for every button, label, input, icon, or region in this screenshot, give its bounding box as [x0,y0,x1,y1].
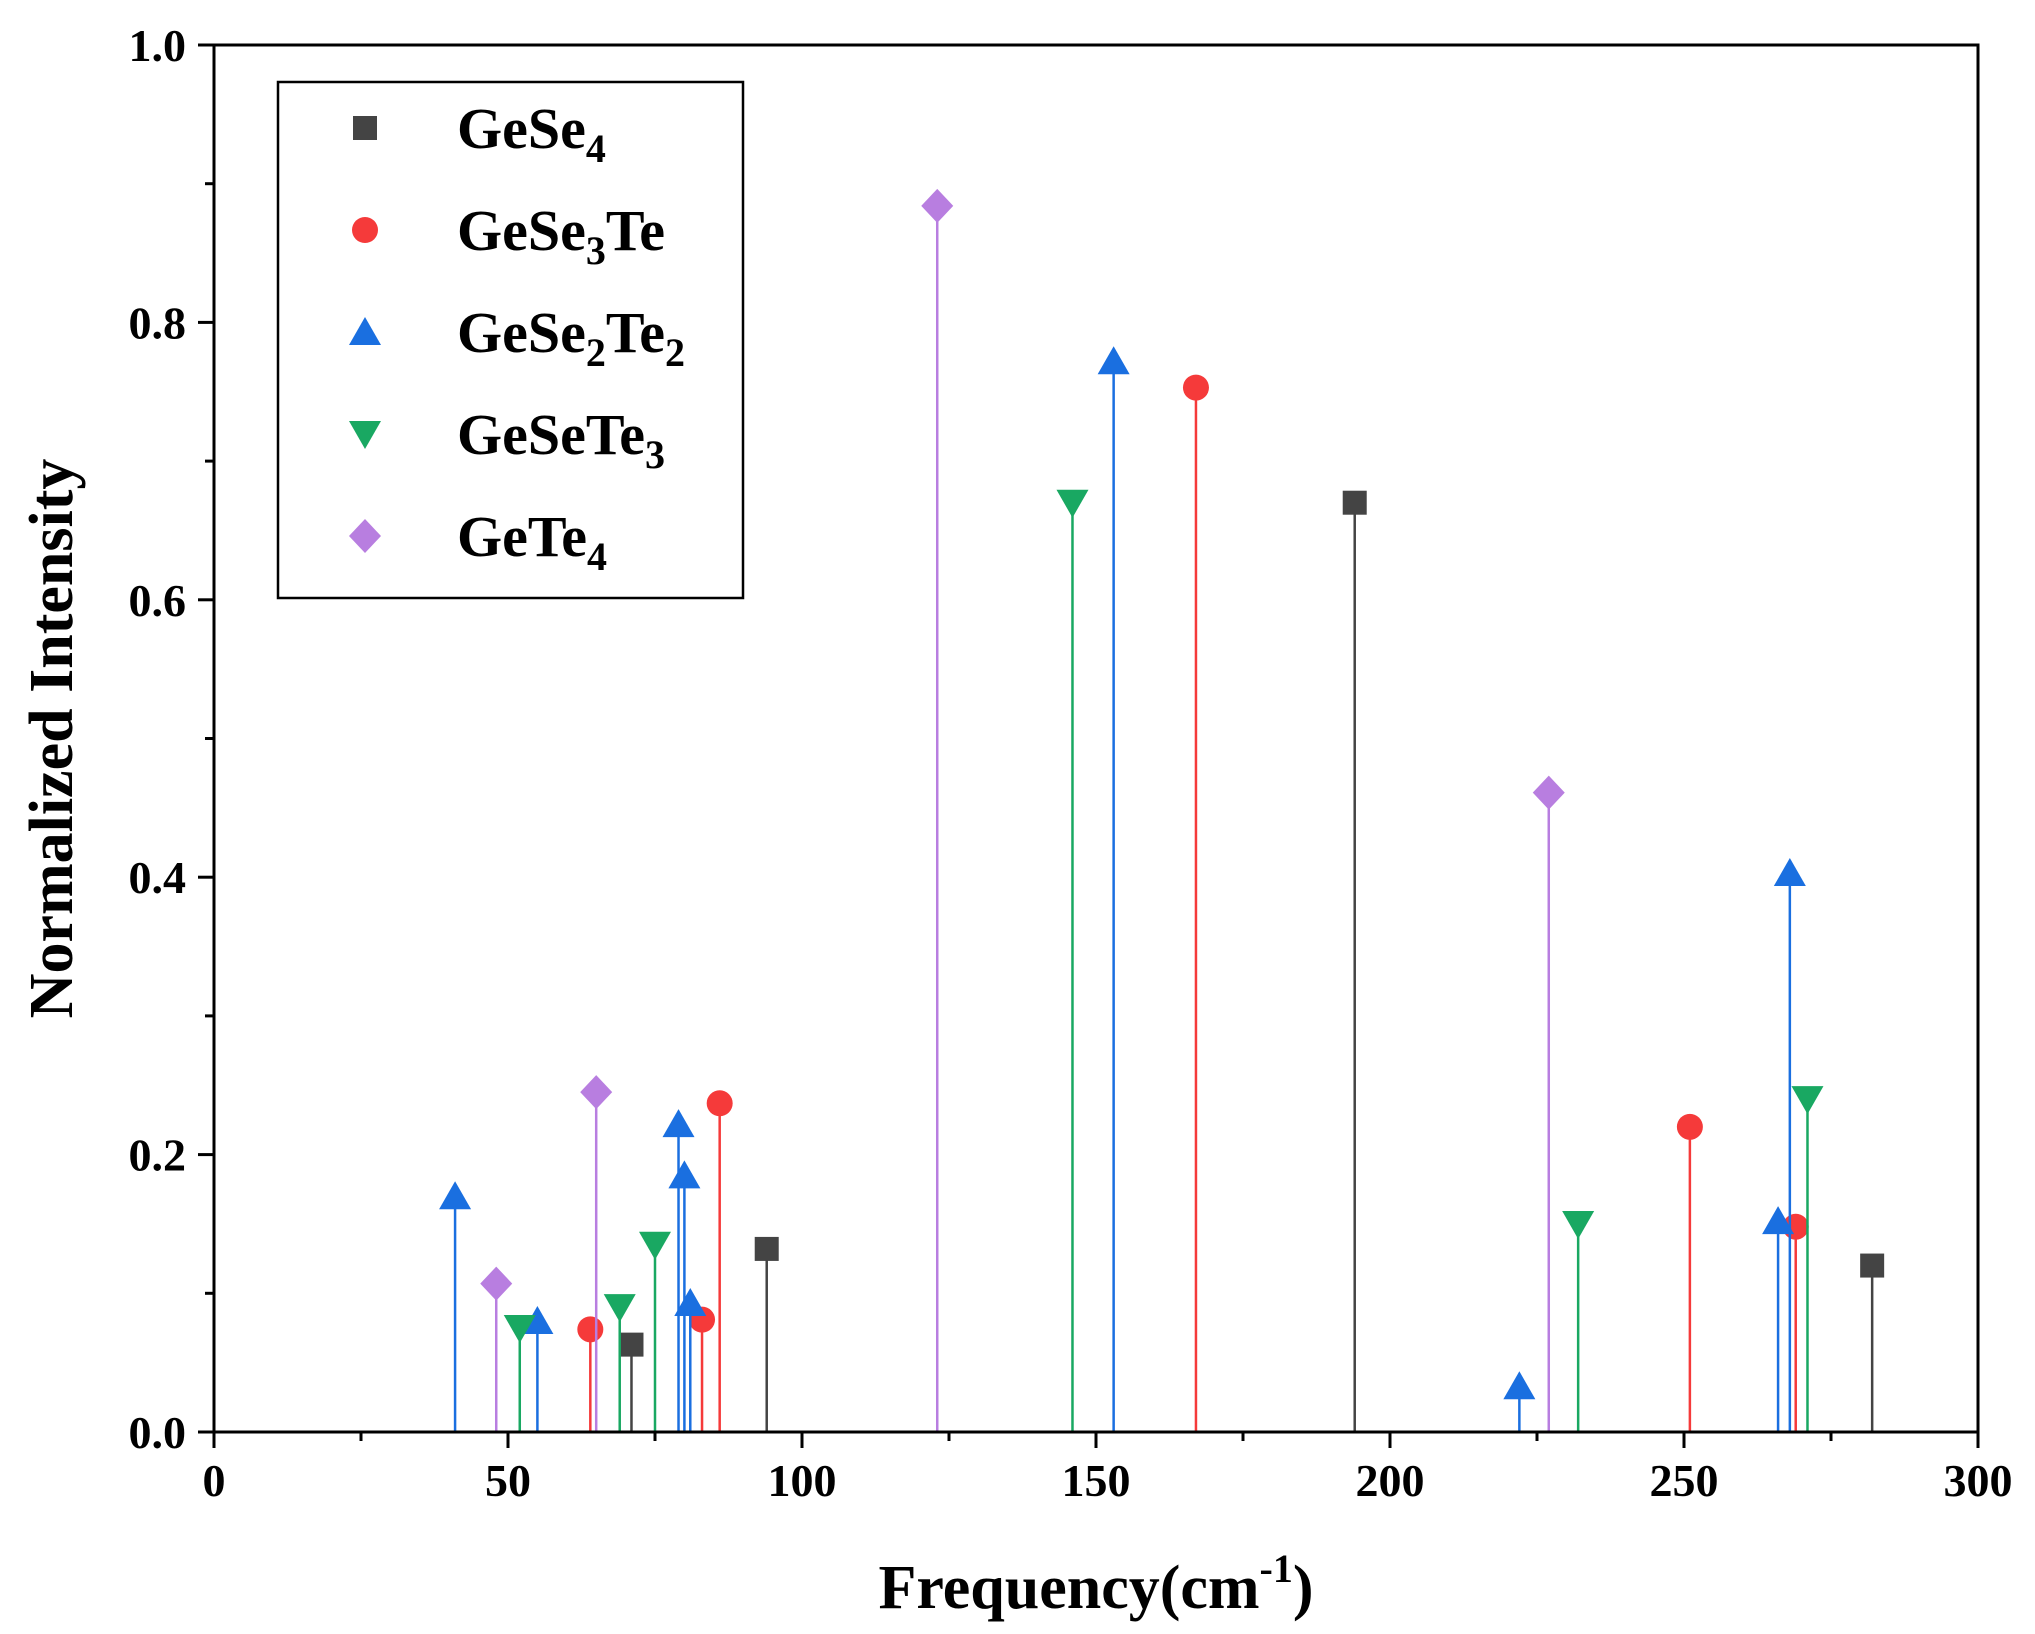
x-axis-title-end: ) [1293,1554,1314,1622]
marker-gese4 [1342,490,1367,515]
marker-gese3te [577,1316,604,1343]
x-tick-label: 50 [485,1455,531,1506]
y-tick-label: 0.0 [129,1407,187,1458]
y-tick-label: 0.4 [129,852,187,903]
marker-gesete3 [603,1294,636,1323]
legend-marker-gese2te2 [349,317,381,345]
x-axis-title: Frequency(cm-1) [878,1546,1313,1622]
y-tick-label: 0.8 [129,297,187,348]
marker-gese3te [1182,374,1209,401]
legend-label-gesete3: GeSeTe3 [457,402,665,477]
y-tick-label: 0.2 [129,1130,187,1181]
x-tick-label: 200 [1356,1455,1425,1506]
marker-gese2te2 [439,1181,472,1210]
marker-gese4 [1860,1253,1885,1278]
marker-gese4 [754,1236,779,1261]
marker-gesete3 [1562,1210,1595,1239]
x-tick-label: 300 [1944,1455,2013,1506]
marker-gesete3 [639,1231,671,1260]
marker-gete4 [1532,775,1565,810]
plot-area [439,188,1885,1432]
legend: GeSe4 GeSe3Te GeSe2Te2 GeSeTe3 GeTe4 [276,80,745,600]
x-axis-title-sup: -1 [1260,1546,1293,1591]
marker-gese2te2 [668,1160,701,1189]
legend-marker-gese3te [352,217,378,243]
legend-label-gese4: GeSe4 [457,96,606,171]
y-tick-label: 0.6 [129,575,187,626]
x-tick-label: 100 [768,1455,837,1506]
x-axis-title-main: Frequency(cm [878,1554,1259,1622]
legend-label-gese2te2: GeSe2Te2 [457,300,685,375]
y-tick-label: 1.0 [129,20,187,71]
marker-gese3te [1676,1113,1703,1140]
marker-gese4 [619,1332,644,1357]
marker-gete4 [480,1266,513,1301]
series-gese3te [577,374,1809,1432]
marker-gese3te [706,1090,733,1117]
x-tick-label: 150 [1062,1455,1131,1506]
marker-gese2te2 [1503,1371,1536,1400]
marker-gese2te2 [1762,1206,1795,1235]
legend-label-gete4: GeTe4 [457,504,607,579]
x-tick-label: 250 [1650,1455,1719,1506]
x-tick-label: 0 [203,1455,226,1506]
marker-gete4 [580,1075,613,1110]
series-gesete3 [503,489,1824,1432]
marker-gese2te2 [674,1288,707,1317]
axes: 0 50 100 150 200 250 300 0.0 0.2 0.4 0.6 0.8 1.0 [129,20,2013,1506]
legend-marker-gete4 [349,519,381,553]
marker-gese2te2 [662,1109,695,1138]
marker-gese2te2 [1097,346,1130,375]
y-axis-title: Normalized Intensity [18,459,86,1019]
series-gete4 [480,188,1565,1432]
marker-gese2te2 [521,1306,554,1335]
marker-gesete3 [503,1314,536,1343]
marker-gesete3 [1791,1086,1824,1115]
legend-marker-gese4 [353,116,377,140]
marker-gese2te2 [1773,858,1806,887]
marker-gete4 [921,188,954,223]
legend-label-gese3te: GeSe3Te [457,198,665,273]
legend-marker-gesete3 [349,421,381,449]
series-gese4 [619,490,1885,1432]
marker-gesete3 [1056,489,1089,518]
series-gese2te2 [439,346,1806,1432]
